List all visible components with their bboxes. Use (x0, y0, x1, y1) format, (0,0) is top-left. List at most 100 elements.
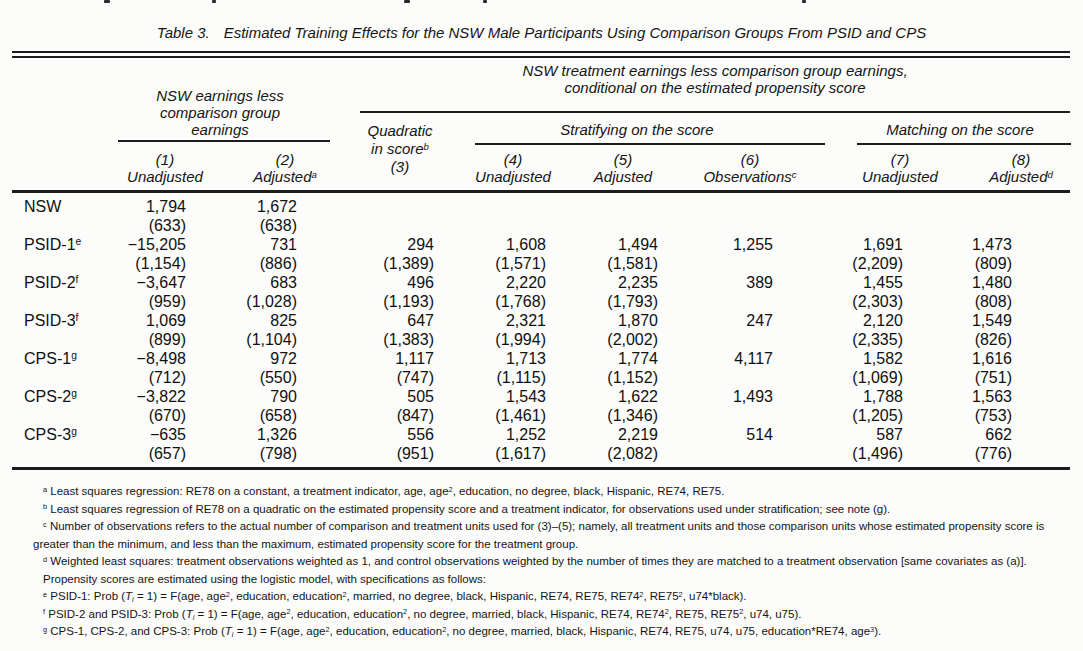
table-number: Table 3. (157, 24, 210, 41)
se-cell: (899) (112, 330, 200, 349)
se-cell: (951) (308, 444, 446, 463)
se-cell: (1,193) (308, 292, 446, 311)
value-cell: 514 (668, 425, 783, 444)
value-cell: 790 (200, 387, 308, 406)
table-row-se: (959)(1,028)(1,193)(1,768)(1,793)(2,303)… (12, 292, 1070, 311)
footnote-b: b Least squares regression of RE78 on a … (33, 501, 1065, 519)
value-cell: 1,788 (783, 387, 913, 406)
table-row: PSID-2f−3,6476834962,2202,2353891,4551,4… (12, 273, 1070, 292)
value-cell: 1,616 (913, 349, 1070, 368)
se-cell (308, 216, 446, 235)
row-label: CPS-3g (12, 425, 112, 444)
value-cell: 389 (668, 273, 783, 292)
se-cell (556, 216, 668, 235)
footnote-d: d Weighted least squares: treatment obse… (33, 553, 1065, 571)
se-cell: (638) (200, 216, 308, 235)
se-cell: (1,152) (556, 368, 668, 387)
value-cell: 1,543 (446, 387, 556, 406)
se-cell: (1,028) (200, 292, 308, 311)
table-row: CPS-2g−3,8227905051,5431,6221,4931,7881,… (12, 387, 1070, 406)
value-cell: 2,235 (556, 273, 668, 292)
se-cell: (1,571) (446, 254, 556, 273)
se-cell: (1,383) (308, 330, 446, 349)
se-cell: (712) (112, 368, 200, 387)
value-cell: 1,672 (200, 197, 308, 216)
table-row-se: (899)(1,104)(1,383)(1,994)(2,002)(2,335)… (12, 330, 1070, 349)
se-cell: (1,205) (783, 406, 913, 425)
value-cell: 662 (913, 425, 1070, 444)
value-cell: 1,563 (913, 387, 1070, 406)
scan-artifact (802, 0, 806, 3)
spanner-rule (475, 143, 825, 145)
table-row: CPS-1g−8,4989721,1171,7131,7744,1171,582… (12, 349, 1070, 368)
se-cell (913, 216, 1070, 235)
value-cell: 1,774 (556, 349, 668, 368)
se-cell: (798) (200, 444, 308, 463)
header-bottom-rule (12, 190, 1070, 193)
value-cell: 1,549 (913, 311, 1070, 330)
value-cell: −3,822 (112, 387, 200, 406)
table-row: NSW1,7941,672 (12, 197, 1070, 216)
table-row-se: (712)(550)(747)(1,115)(1,152)(1,069)(751… (12, 368, 1070, 387)
value-cell (668, 197, 783, 216)
footnote-f: f PSID-2 and PSID-3: Prob (Ti = 1) = F(a… (33, 606, 1065, 624)
scan-artifact (483, 0, 487, 3)
se-cell: (1,793) (556, 292, 668, 311)
paper-page: Table 3. Estimated Training Effects for t… (0, 0, 1083, 651)
footnote-c: c Number of observations refers to the a… (33, 518, 1065, 553)
value-cell: 1,582 (783, 349, 913, 368)
se-cell: (826) (913, 330, 1070, 349)
table-title: Table 3. Estimated Training Effects for t… (0, 24, 1083, 41)
value-cell: 1,255 (668, 235, 783, 254)
se-cell: (776) (913, 444, 1070, 463)
value-cell (783, 197, 913, 216)
scan-artifact (104, 0, 110, 3)
value-cell: 683 (200, 273, 308, 292)
row-label-empty (12, 254, 112, 273)
value-cell (308, 197, 446, 216)
table-row: PSID-1e−15,2057312941,6081,4941,2551,691… (12, 235, 1070, 254)
table-row-se: (1,154)(886)(1,389)(1,571)(1,581)(2,209)… (12, 254, 1070, 273)
table-title-text: Estimated Training Effects for the NSW M… (224, 24, 926, 41)
se-cell: (657) (112, 444, 200, 463)
value-cell: 2,321 (446, 311, 556, 330)
spanner-rule (118, 140, 330, 142)
value-cell: 1,473 (913, 235, 1070, 254)
value-cell: 2,120 (783, 311, 913, 330)
table-row: CPS-3g−6351,3265561,2522,219514587662 (12, 425, 1070, 444)
value-cell: 1,608 (446, 235, 556, 254)
se-cell (668, 444, 783, 463)
value-cell: 825 (200, 311, 308, 330)
se-cell: (2,082) (556, 444, 668, 463)
value-cell: 4,117 (668, 349, 783, 368)
se-cell: (1,346) (556, 406, 668, 425)
se-cell (668, 216, 783, 235)
value-cell: −3,647 (112, 273, 200, 292)
value-cell (913, 197, 1070, 216)
top-double-rule (12, 51, 1070, 58)
se-cell: (2,335) (783, 330, 913, 349)
value-cell: 972 (200, 349, 308, 368)
se-cell: (753) (913, 406, 1070, 425)
se-cell: (886) (200, 254, 308, 273)
se-cell: (2,002) (556, 330, 668, 349)
value-cell: 294 (308, 235, 446, 254)
scan-artifact (212, 0, 216, 3)
value-cell: 647 (308, 311, 446, 330)
scan-artifact (404, 0, 410, 3)
se-cell: (1,115) (446, 368, 556, 387)
row-label-empty (12, 368, 112, 387)
footnote-g: g CPS-1, CPS-2, and CPS-3: Prob (Ti = 1)… (33, 623, 1065, 641)
header-matching: Matching on the score (835, 121, 1083, 138)
value-cell: 731 (200, 235, 308, 254)
se-cell: (670) (112, 406, 200, 425)
se-cell (446, 216, 556, 235)
value-cell: 1,691 (783, 235, 913, 254)
column-head-4: (4)Unadjusted (453, 151, 573, 185)
value-cell: 1,870 (556, 311, 668, 330)
se-cell: (1,581) (556, 254, 668, 273)
se-cell: (747) (308, 368, 446, 387)
se-cell: (1,496) (783, 444, 913, 463)
se-cell: (658) (200, 406, 308, 425)
value-cell (446, 197, 556, 216)
